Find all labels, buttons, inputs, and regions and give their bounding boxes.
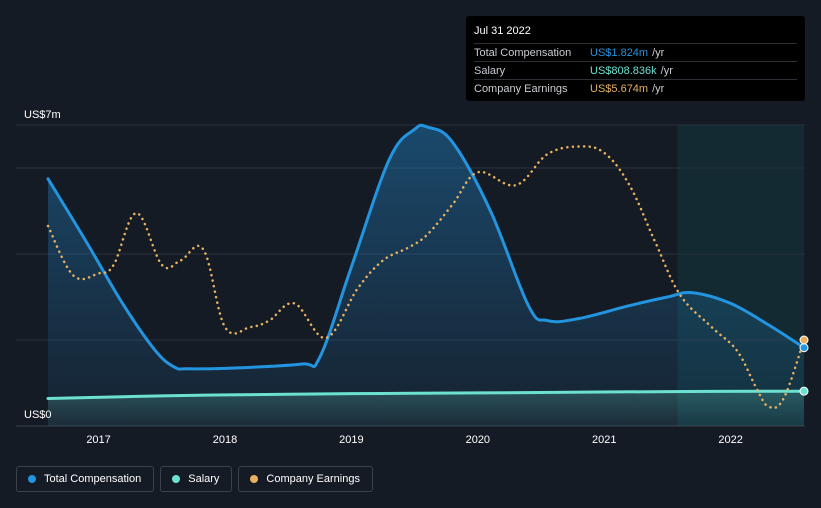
x-tick-label: 2019: [339, 434, 363, 446]
x-tick-label: 2021: [592, 434, 616, 446]
tooltip-row-company-earnings: Company Earnings US$5.674m /yr: [474, 79, 797, 97]
legend-company-earnings[interactable]: Company Earnings: [238, 466, 373, 492]
tooltip-panel: Jul 31 2022 Total Compensation US$1.824m…: [466, 16, 805, 101]
legend-label: Total Compensation: [44, 473, 142, 485]
legend-dot-icon: [172, 475, 181, 483]
axes: US$7m US$0 2017 2018 2019 2020 2021 2022: [24, 109, 743, 446]
x-tick-label: 2017: [86, 434, 110, 446]
legend-label: Company Earnings: [266, 473, 360, 485]
tooltip-value: US$1.824m: [590, 46, 649, 59]
end-markers: [799, 335, 809, 396]
total-compensation-area: [48, 125, 804, 427]
series-areas: [48, 125, 804, 427]
legend: Total Compensation Salary Company Earnin…: [16, 466, 373, 492]
tooltip-label: Total Compensation: [474, 46, 572, 59]
tooltip-unit: /yr: [652, 82, 665, 95]
tooltip-row-total-compensation: Total Compensation US$1.824m /yr: [474, 43, 797, 61]
series-lines: [46, 123, 806, 410]
tooltip-value: US$808.836k: [590, 64, 657, 77]
tooltip-label: Salary: [474, 64, 506, 77]
y-tick-label: US$0: [24, 409, 52, 421]
total-compensation-line: [46, 123, 806, 371]
legend-total-compensation[interactable]: Total Compensation: [16, 466, 155, 492]
legend-label: Salary: [188, 473, 220, 485]
tooltip-row-salary: Salary US$808.836k /yr: [474, 61, 797, 79]
legend-dot-icon: [250, 475, 259, 483]
x-tick-label: 2020: [466, 434, 490, 446]
salary-line: [46, 389, 806, 400]
company-earnings-line: [46, 145, 806, 410]
x-tick-label: 2018: [213, 434, 237, 446]
salary-end-marker: [799, 386, 809, 396]
salary-area: [48, 391, 804, 426]
tooltip-date: Jul 31 2022: [474, 25, 531, 37]
tooltip-label: Company Earnings: [474, 82, 568, 95]
legend-dot-icon: [28, 475, 36, 483]
y-tick-label: US$7m: [24, 109, 61, 121]
tooltip-unit: /yr: [660, 64, 673, 77]
company-earnings-end-marker: [799, 335, 809, 345]
legend-salary[interactable]: Salary: [160, 466, 233, 492]
tooltip-unit: /yr: [652, 46, 665, 59]
tooltip-value: US$5.674m: [590, 82, 649, 95]
x-tick-label: 2022: [718, 434, 742, 446]
total-compensation-end-marker: [799, 343, 809, 353]
